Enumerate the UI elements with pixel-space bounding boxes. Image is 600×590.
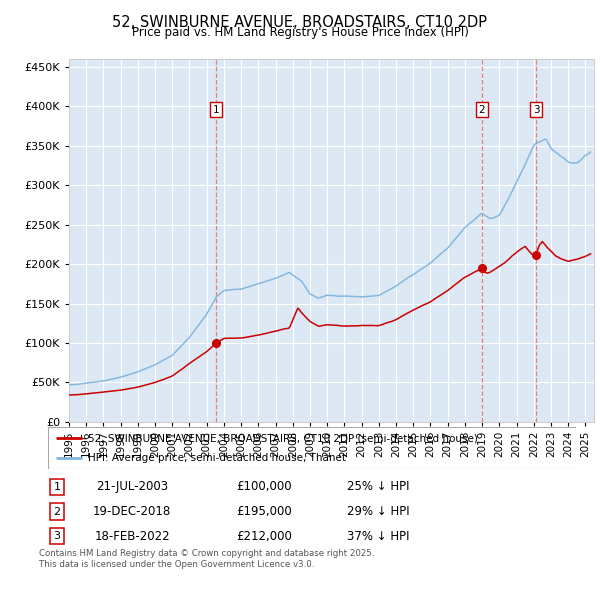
Text: 21-JUL-2003: 21-JUL-2003 xyxy=(96,480,168,493)
Text: 3: 3 xyxy=(533,105,539,115)
Text: 18-FEB-2022: 18-FEB-2022 xyxy=(94,530,170,543)
Text: 29% ↓ HPI: 29% ↓ HPI xyxy=(347,505,409,518)
Text: 3: 3 xyxy=(53,532,61,541)
Text: 1: 1 xyxy=(53,482,61,491)
Text: 25% ↓ HPI: 25% ↓ HPI xyxy=(347,480,409,493)
Text: 2: 2 xyxy=(53,507,61,516)
Text: 1: 1 xyxy=(213,105,220,115)
Text: £212,000: £212,000 xyxy=(236,530,292,543)
Text: This data is licensed under the Open Government Licence v3.0.: This data is licensed under the Open Gov… xyxy=(39,560,314,569)
Text: £100,000: £100,000 xyxy=(236,480,292,493)
Text: 2: 2 xyxy=(478,105,485,115)
Text: 52, SWINBURNE AVENUE, BROADSTAIRS, CT10 2DP (semi-detached house): 52, SWINBURNE AVENUE, BROADSTAIRS, CT10 … xyxy=(88,433,478,443)
Text: Contains HM Land Registry data © Crown copyright and database right 2025.: Contains HM Land Registry data © Crown c… xyxy=(39,549,374,558)
Text: HPI: Average price, semi-detached house, Thanet: HPI: Average price, semi-detached house,… xyxy=(88,453,346,463)
Text: Price paid vs. HM Land Registry's House Price Index (HPI): Price paid vs. HM Land Registry's House … xyxy=(131,26,469,39)
Text: 52, SWINBURNE AVENUE, BROADSTAIRS, CT10 2DP: 52, SWINBURNE AVENUE, BROADSTAIRS, CT10 … xyxy=(113,15,487,30)
Text: £195,000: £195,000 xyxy=(236,505,292,518)
Text: 37% ↓ HPI: 37% ↓ HPI xyxy=(347,530,409,543)
Text: 19-DEC-2018: 19-DEC-2018 xyxy=(93,505,171,518)
